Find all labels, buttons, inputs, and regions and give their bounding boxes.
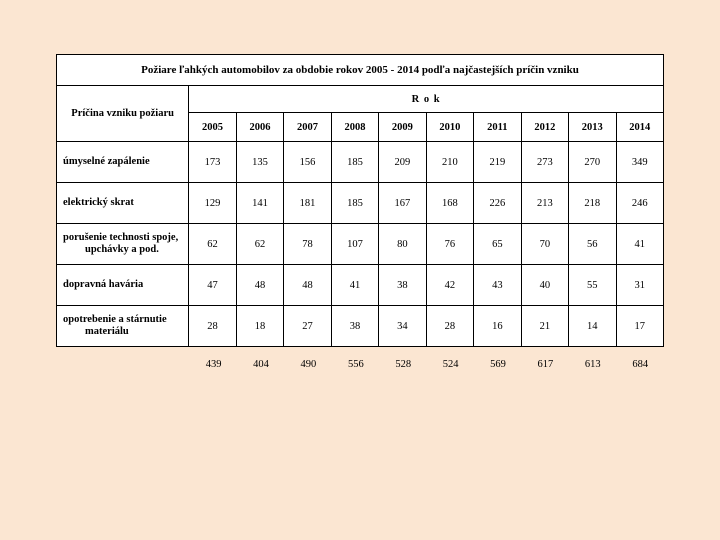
value-cell: 40 bbox=[521, 265, 568, 306]
total-cell: 524 bbox=[427, 359, 474, 370]
value-cell: 168 bbox=[426, 183, 473, 224]
value-cell: 76 bbox=[426, 224, 473, 265]
value-cell: 55 bbox=[569, 265, 616, 306]
value-cell: 209 bbox=[379, 142, 426, 183]
year-header: 2011 bbox=[474, 113, 521, 142]
value-cell: 28 bbox=[189, 306, 236, 347]
row-header-label: Príčina vzniku požiaru bbox=[57, 86, 189, 142]
value-cell: 273 bbox=[521, 142, 568, 183]
year-header: 2014 bbox=[616, 113, 663, 142]
total-cell: 617 bbox=[522, 359, 569, 370]
value-cell: 14 bbox=[569, 306, 616, 347]
value-cell: 156 bbox=[284, 142, 331, 183]
year-header: 2007 bbox=[284, 113, 331, 142]
cause-label: elektrický skrat bbox=[57, 183, 189, 224]
year-header: 2009 bbox=[379, 113, 426, 142]
value-cell: 18 bbox=[236, 306, 283, 347]
value-cell: 41 bbox=[331, 265, 378, 306]
table-row: dopravná havária47484841384243405531 bbox=[57, 265, 664, 306]
value-cell: 173 bbox=[189, 142, 236, 183]
table-title: Požiare ľahkých automobilov za obdobie r… bbox=[57, 55, 664, 86]
value-cell: 16 bbox=[474, 306, 521, 347]
table-row: porušenie technosti spoje,upchávky a pod… bbox=[57, 224, 664, 265]
value-cell: 47 bbox=[189, 265, 236, 306]
value-cell: 185 bbox=[331, 142, 378, 183]
value-cell: 43 bbox=[474, 265, 521, 306]
year-header: 2005 bbox=[189, 113, 236, 142]
value-cell: 210 bbox=[426, 142, 473, 183]
table-row: úmyselné zapálenie1731351561852092102192… bbox=[57, 142, 664, 183]
value-cell: 349 bbox=[616, 142, 663, 183]
value-cell: 213 bbox=[521, 183, 568, 224]
cause-label: porušenie technosti spoje,upchávky a pod… bbox=[57, 224, 189, 265]
value-cell: 48 bbox=[284, 265, 331, 306]
year-header: 2010 bbox=[426, 113, 473, 142]
value-cell: 226 bbox=[474, 183, 521, 224]
value-cell: 129 bbox=[189, 183, 236, 224]
total-cell: 528 bbox=[380, 359, 427, 370]
value-cell: 185 bbox=[331, 183, 378, 224]
value-cell: 42 bbox=[426, 265, 473, 306]
year-header: 2006 bbox=[236, 113, 283, 142]
value-cell: 141 bbox=[236, 183, 283, 224]
value-cell: 80 bbox=[379, 224, 426, 265]
value-cell: 107 bbox=[331, 224, 378, 265]
table-row: opotrebenie a stárnutiemateriálu28182738… bbox=[57, 306, 664, 347]
year-super-header: R o k bbox=[189, 86, 664, 113]
fires-table: Požiare ľahkých automobilov za obdobie r… bbox=[56, 54, 664, 347]
value-cell: 65 bbox=[474, 224, 521, 265]
value-cell: 27 bbox=[284, 306, 331, 347]
value-cell: 246 bbox=[616, 183, 663, 224]
total-cell: 404 bbox=[237, 359, 284, 370]
value-cell: 31 bbox=[616, 265, 663, 306]
cause-label: úmyselné zapálenie bbox=[57, 142, 189, 183]
cause-label: opotrebenie a stárnutiemateriálu bbox=[57, 306, 189, 347]
totals-spacer bbox=[56, 359, 190, 370]
value-cell: 78 bbox=[284, 224, 331, 265]
title-row: Požiare ľahkých automobilov za obdobie r… bbox=[57, 55, 664, 86]
year-header: 2008 bbox=[331, 113, 378, 142]
value-cell: 28 bbox=[426, 306, 473, 347]
total-cell: 439 bbox=[190, 359, 237, 370]
value-cell: 218 bbox=[569, 183, 616, 224]
header-row-1: Príčina vzniku požiaru R o k bbox=[57, 86, 664, 113]
value-cell: 48 bbox=[236, 265, 283, 306]
value-cell: 34 bbox=[379, 306, 426, 347]
value-cell: 270 bbox=[569, 142, 616, 183]
total-cell: 490 bbox=[285, 359, 332, 370]
page-container: Požiare ľahkých automobilov za obdobie r… bbox=[0, 0, 720, 370]
total-cell: 684 bbox=[616, 359, 664, 370]
value-cell: 17 bbox=[616, 306, 663, 347]
year-header: 2013 bbox=[569, 113, 616, 142]
total-cell: 556 bbox=[332, 359, 379, 370]
value-cell: 70 bbox=[521, 224, 568, 265]
total-cell: 569 bbox=[474, 359, 521, 370]
totals-row: 439404490556528524569617613684 bbox=[56, 359, 664, 370]
value-cell: 56 bbox=[569, 224, 616, 265]
table-row: elektrický skrat129141181185167168226213… bbox=[57, 183, 664, 224]
value-cell: 62 bbox=[236, 224, 283, 265]
value-cell: 181 bbox=[284, 183, 331, 224]
value-cell: 38 bbox=[331, 306, 378, 347]
total-cell: 613 bbox=[569, 359, 616, 370]
year-header: 2012 bbox=[521, 113, 568, 142]
cause-label: dopravná havária bbox=[57, 265, 189, 306]
value-cell: 62 bbox=[189, 224, 236, 265]
value-cell: 41 bbox=[616, 224, 663, 265]
value-cell: 38 bbox=[379, 265, 426, 306]
value-cell: 167 bbox=[379, 183, 426, 224]
value-cell: 135 bbox=[236, 142, 283, 183]
value-cell: 21 bbox=[521, 306, 568, 347]
value-cell: 219 bbox=[474, 142, 521, 183]
